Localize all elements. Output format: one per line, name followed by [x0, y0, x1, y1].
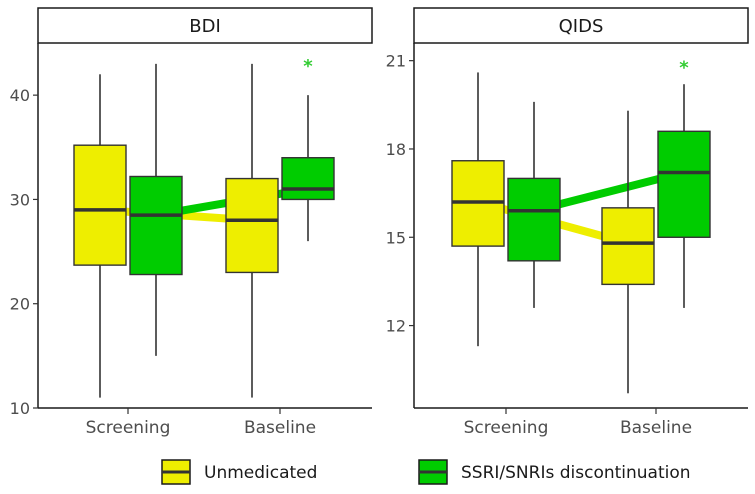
legend-label-unmedicated: Unmedicated [204, 463, 317, 483]
panel-title-bdi: BDI [189, 16, 221, 37]
y-tick-label: 30 [10, 190, 30, 209]
y-ticks-bdi: 10 20 30 40 [10, 86, 38, 418]
x-tick-label-screening: Screening [464, 418, 549, 438]
legend: Unmedicated SSRI/SNRIs discontinuation [161, 459, 691, 485]
box-ssri-screening [507, 101, 561, 308]
box-ssri-baseline [281, 95, 335, 242]
panel-bdi: BDI 10 20 30 40 Screening Baseline * [10, 7, 373, 438]
legend-label-ssri: SSRI/SNRIs discontinuation [461, 463, 691, 483]
box-body [507, 177, 561, 262]
box-body [657, 130, 711, 238]
y-ticks-qids: 12 15 18 21 [386, 52, 414, 336]
box-ssri-baseline [657, 84, 711, 308]
box-body [601, 207, 655, 286]
panel-title-qids: QIDS [559, 16, 604, 37]
box-body [281, 157, 335, 201]
box-body [225, 177, 279, 274]
y-tick-label: 10 [10, 399, 30, 418]
box-unmedicated-screening [73, 74, 127, 398]
box-unmedicated-screening [451, 72, 505, 347]
box-unmedicated-baseline [601, 110, 655, 394]
y-tick-label: 40 [10, 86, 30, 105]
marks-qids: * [451, 58, 711, 394]
panel-qids: QIDS 12 15 18 21 Screening Baseline * [386, 7, 749, 438]
strip-qids [413, 7, 749, 44]
x-tick-label-baseline: Baseline [620, 418, 692, 438]
box-ssri-screening [129, 63, 183, 356]
y-tick-label: 21 [386, 52, 406, 71]
significance-star: * [679, 58, 689, 79]
marks-bdi: * [73, 56, 335, 398]
x-tick-label-baseline: Baseline [244, 418, 316, 438]
y-tick-label: 15 [386, 228, 406, 247]
strip-bdi [37, 7, 373, 44]
box-body [73, 144, 127, 266]
x-ticks-bdi: Screening Baseline [86, 408, 316, 438]
x-ticks-qids: Screening Baseline [464, 408, 692, 438]
box-unmedicated-baseline [225, 63, 279, 398]
y-tick-label: 18 [386, 140, 406, 159]
y-tick-label: 12 [386, 317, 406, 336]
y-tick-label: 20 [10, 295, 30, 314]
box-body [129, 175, 183, 276]
x-tick-label-screening: Screening [86, 418, 171, 438]
significance-star: * [303, 56, 313, 77]
